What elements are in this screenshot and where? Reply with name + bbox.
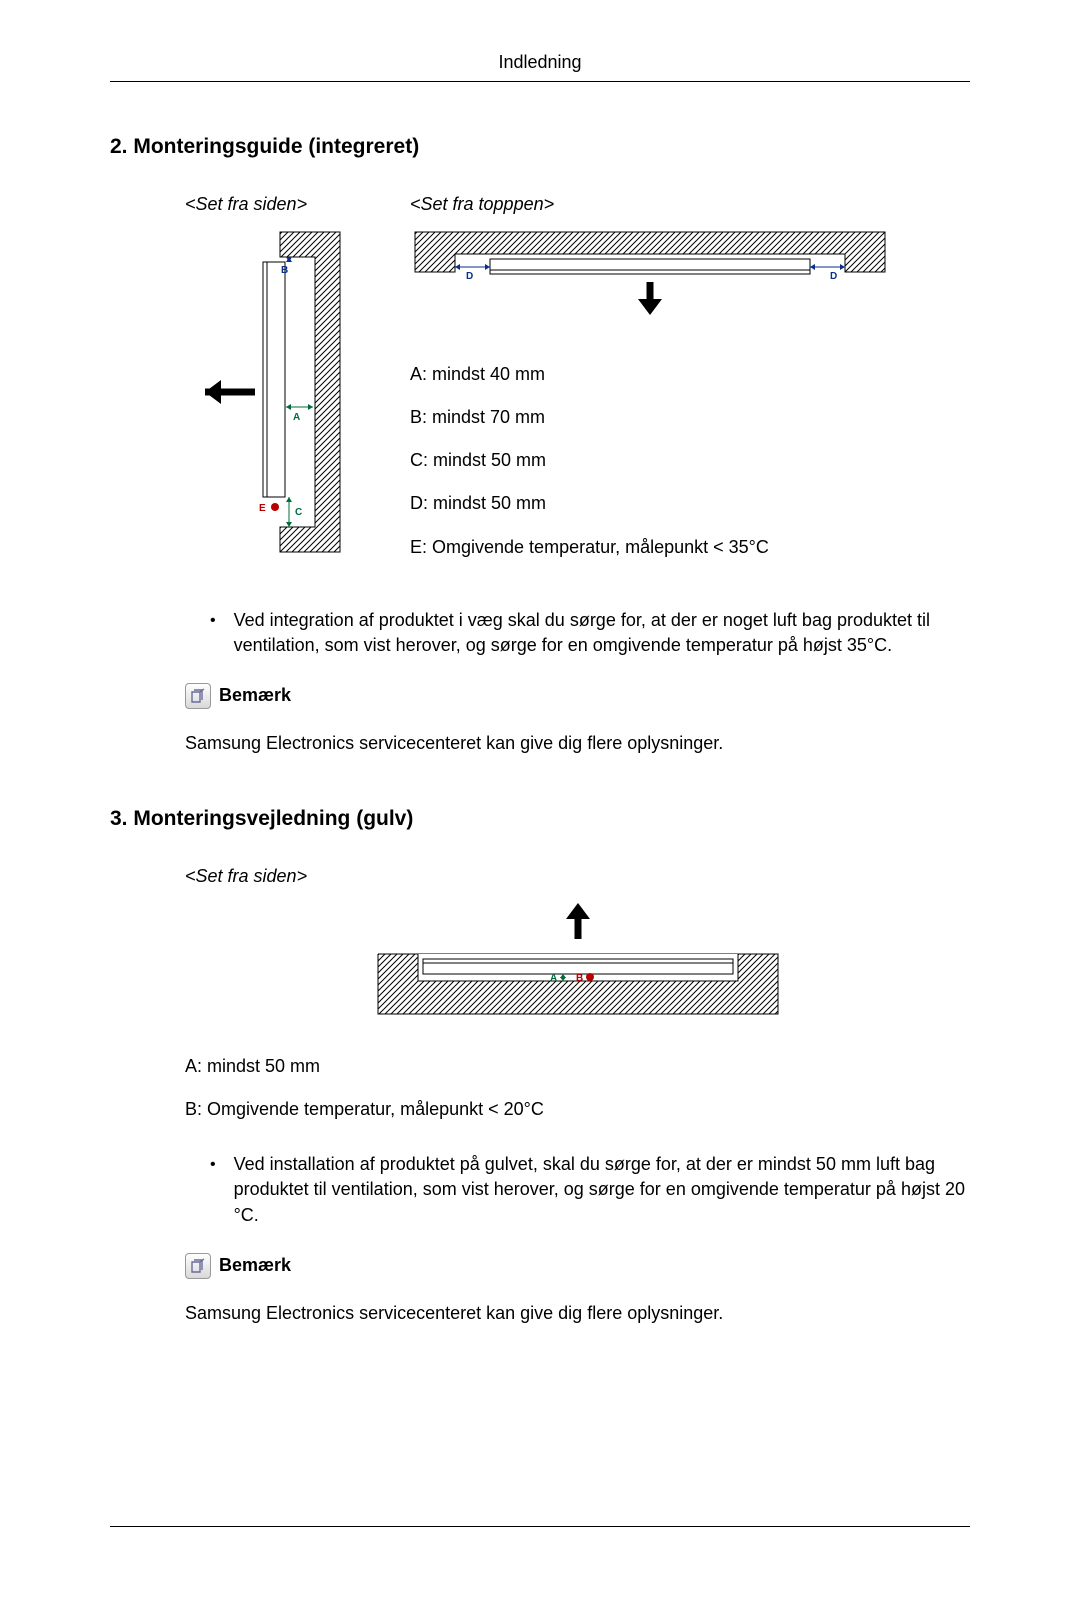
- spec-d: D: mindst 50 mm: [410, 491, 970, 516]
- svg-text:A: A: [550, 973, 557, 984]
- note-icon: [185, 1253, 211, 1279]
- view-label-side-3: <Set fra siden>: [185, 864, 970, 889]
- view-label-top: <Set fra topppen>: [410, 192, 970, 217]
- svg-text:D: D: [466, 271, 473, 282]
- svg-text:B: B: [281, 265, 288, 276]
- spec-b: B: mindst 70 mm: [410, 405, 970, 430]
- spec-b-3: B: Omgivende temperatur, målepunkt < 20°…: [185, 1097, 970, 1122]
- svg-text:D: D: [830, 271, 837, 282]
- section-3-bullet: Ved installation af produktet på gulvet,…: [234, 1152, 970, 1228]
- spec-c: C: mindst 50 mm: [410, 448, 970, 473]
- note-label: Bemærk: [219, 683, 291, 708]
- diagram-side-view: B A C E: [185, 227, 355, 557]
- diagram-floor-view: AB: [368, 899, 788, 1029]
- note-icon: [185, 683, 211, 709]
- svg-text:E: E: [259, 503, 266, 514]
- bullet-marker: •: [210, 1152, 216, 1228]
- note-label: Bemærk: [219, 1253, 291, 1278]
- view-label-side: <Set fra siden>: [185, 192, 375, 217]
- bullet-marker: •: [210, 608, 216, 658]
- diagram-top-view: DD: [410, 227, 890, 322]
- section-3-note: Samsung Electronics servicecenteret kan …: [185, 1301, 970, 1326]
- spec-a: A: mindst 40 mm: [410, 362, 970, 387]
- section-2-bullet: Ved integration af produktet i væg skal …: [234, 608, 970, 658]
- section-2-note: Samsung Electronics servicecenteret kan …: [185, 731, 970, 756]
- svg-text:B: B: [576, 973, 583, 984]
- spec-a-3: A: mindst 50 mm: [185, 1054, 970, 1079]
- svg-text:C: C: [295, 507, 302, 518]
- section-2-heading: 2. Monteringsguide (integreret): [110, 132, 970, 161]
- svg-text:A: A: [293, 412, 300, 423]
- section-3-heading: 3. Monteringsvejledning (gulv): [110, 804, 970, 833]
- page-header: Indledning: [110, 50, 970, 82]
- spec-e: E: Omgivende temperatur, målepunkt < 35°…: [410, 535, 970, 560]
